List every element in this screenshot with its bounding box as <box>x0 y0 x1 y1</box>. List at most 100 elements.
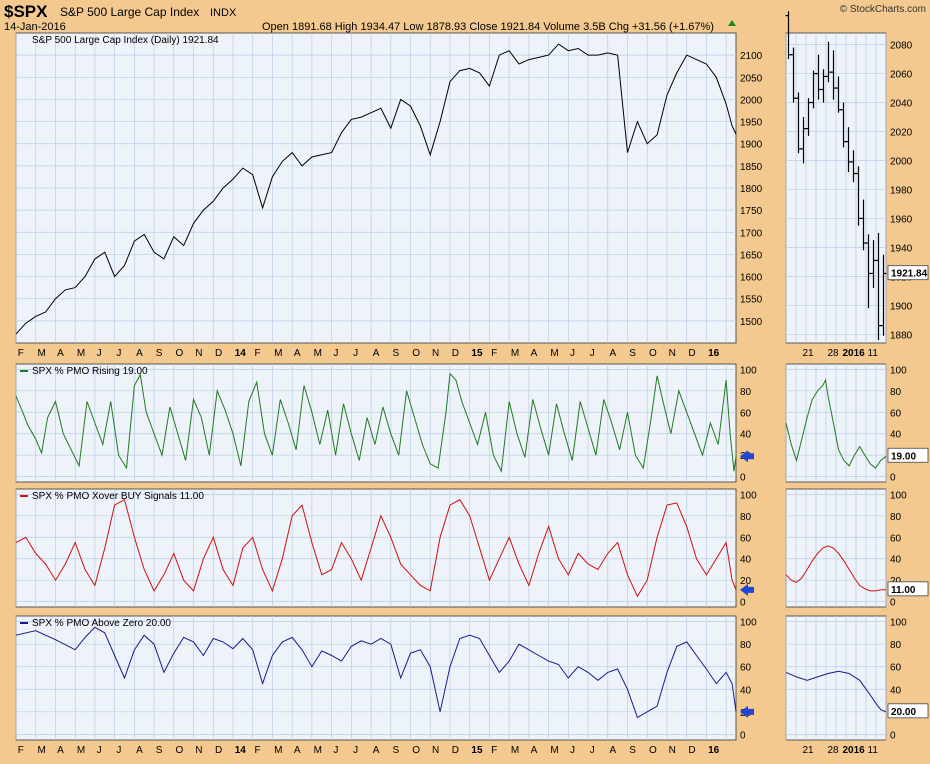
ticker-symbol: $SPX <box>4 2 48 21</box>
pmo-rising-side-ytick-label: 100 <box>890 365 907 376</box>
price-ytick-label: 2100 <box>740 51 763 62</box>
side-price-ytick-label: 1880 <box>890 330 913 341</box>
price-xtick-label: 14 <box>235 348 247 359</box>
price-ytick-label: 1750 <box>740 206 763 217</box>
price-xtick-label: J <box>333 348 338 359</box>
pmo-above-zero-xtick-label: A <box>373 745 380 756</box>
pmo-above-zero-xtick-label: M <box>77 745 85 756</box>
price-line <box>15 43 737 335</box>
pmo-above-zero-xtick-label: M <box>37 745 45 756</box>
pmo-xover-side-ytick-label: 0 <box>890 598 896 609</box>
pmo-xover-panel <box>15 488 737 608</box>
pmo-above-zero-xtick-label: M <box>314 745 322 756</box>
pmo-above-zero-xtick-label: N <box>669 745 676 756</box>
price-xtick-label: A <box>136 348 143 359</box>
pmo-rising-panel-title: SPX % PMO Rising 19.00 <box>32 366 148 377</box>
side-price-ytick-label: 2060 <box>890 70 913 81</box>
pmo-above-zero-side-ytick-label: 80 <box>890 640 902 651</box>
price-xtick-label: O <box>412 348 420 359</box>
pmo-xover-ytick-label: 60 <box>740 533 752 544</box>
price-xtick-label: A <box>294 348 301 359</box>
pmo-xover-side-ytick-label: 80 <box>890 512 902 523</box>
price-xtick-label: A <box>373 348 380 359</box>
pmo-above-zero-xtick-label: A <box>531 745 538 756</box>
pmo-xover-side-ytick-label: 40 <box>890 555 902 566</box>
pmo-above-zero-ytick-label: 60 <box>740 663 752 674</box>
price-ytick-label: 1950 <box>740 118 763 129</box>
price-ytick-label: 1600 <box>740 273 763 284</box>
price-xtick-label: D <box>215 348 222 359</box>
price-xtick-label: S <box>393 348 400 359</box>
pmo-above-zero-line <box>15 626 737 719</box>
side-xtick-label: 11 <box>868 348 879 359</box>
price-ytick-label: 1650 <box>740 250 763 261</box>
pmo-above-zero-xtick-label: J <box>333 745 338 756</box>
pmo-rising-ytick-label: 40 <box>740 430 752 441</box>
pmo-above-zero-xtick-label: F <box>18 745 24 756</box>
pmo-above-zero-xtick-label: O <box>649 745 657 756</box>
price-ytick-label: 1550 <box>740 295 763 306</box>
price-xtick-label: 16 <box>708 348 720 359</box>
pmo-xover-last-value-box <box>887 581 929 597</box>
price-xtick-label: A <box>610 348 617 359</box>
price-ytick-label: 2000 <box>740 95 763 106</box>
pmo-above-zero-xtick-label: M <box>550 745 558 756</box>
pmo-above-zero-xtick-label: O <box>412 745 420 756</box>
side-price-ytick-label: 2040 <box>890 99 913 110</box>
price-ytick-label: 2050 <box>740 73 763 84</box>
pmo-xover-ytick-label: 80 <box>740 512 752 523</box>
price-ytick-label: 1500 <box>740 317 763 328</box>
quote-date: 14-Jan-2016 <box>4 21 66 33</box>
pmo-rising-side-line <box>785 378 887 469</box>
price-xtick-label: S <box>156 348 163 359</box>
pmo-rising-ytick-label: 0 <box>740 473 746 484</box>
pmo-above-zero-xtick-label: M <box>274 745 282 756</box>
pmo-above-zero-xtick-label: N <box>195 745 202 756</box>
pmo-above-zero-xtick-label: J <box>590 745 595 756</box>
price-ytick-label: 1900 <box>740 140 763 151</box>
pmo-above-zero-side-line <box>785 670 887 713</box>
side-xtick-label: 2016 <box>843 348 866 359</box>
price-xtick-label: M <box>511 348 519 359</box>
price-last-value: 1921.84 <box>891 269 928 280</box>
pmo-rising-last-value-box <box>887 447 929 463</box>
pmo-above-zero-xtick-label: 15 <box>471 745 483 756</box>
pmo-above-zero-panel <box>15 615 737 741</box>
pmo-above-zero-side-ytick-label: 0 <box>890 730 896 741</box>
price-xtick-label: M <box>314 348 322 359</box>
pmo-above-zero-xtick-label: 16 <box>708 745 720 756</box>
ohlc-bar <box>880 254 887 336</box>
pmo-above-zero-ytick-label: 0 <box>740 730 746 741</box>
pmo-xover-side-line <box>785 545 886 592</box>
pmo-above-zero-side-xtick-label: 11 <box>868 745 879 756</box>
price-xtick-label: N <box>195 348 202 359</box>
side-price-ytick-label: 1980 <box>890 185 913 196</box>
price-ytick-label: 1800 <box>740 184 763 195</box>
price-xtick-label: F <box>254 348 260 359</box>
pmo-rising-side-ytick-label: 0 <box>890 473 896 484</box>
price-xtick-label: M <box>77 348 85 359</box>
pmo-xover-side-ytick-label: 100 <box>890 490 907 501</box>
price-xtick-label: F <box>491 348 497 359</box>
pmo-above-zero-xtick-label: S <box>156 745 163 756</box>
pmo-rising-ytick-label: 60 <box>740 408 752 419</box>
pmo-rising-ytick-label: 100 <box>740 365 757 376</box>
ohlc-readout: Open 1891.68 High 1934.47 Low 1878.93 Cl… <box>262 21 714 33</box>
price-last-value-box <box>887 265 929 281</box>
pmo-above-zero-xtick-label: 14 <box>235 745 247 756</box>
side-price-ytick-label: 1960 <box>890 214 913 225</box>
pmo-above-zero-xtick-label: N <box>432 745 439 756</box>
pmo-above-zero-xtick-label: O <box>176 745 184 756</box>
pmo-above-zero-marker-icon <box>740 705 754 718</box>
price-ytick-label: 1700 <box>740 228 763 239</box>
price-xtick-label: M <box>550 348 558 359</box>
pmo-above-zero-last-value-box <box>887 703 929 719</box>
pmo-above-zero-panel-title: SPX % PMO Above Zero 20.00 <box>32 618 171 629</box>
side-price-ytick-label: 1940 <box>890 243 913 254</box>
price-xtick-label: S <box>629 348 636 359</box>
pmo-xover-ytick-label: 40 <box>740 555 752 566</box>
pmo-above-zero-xtick-label: J <box>353 745 358 756</box>
pmo-above-zero-xtick-label: D <box>452 745 459 756</box>
pmo-above-zero-side-xtick-label: 21 <box>803 745 815 756</box>
